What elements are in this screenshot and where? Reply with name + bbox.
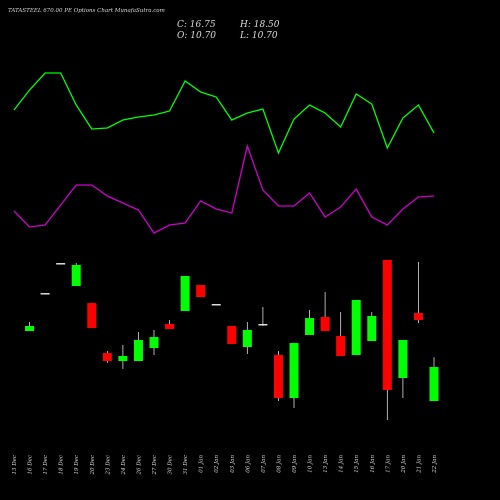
x-tick-label: 17 Jan <box>385 455 391 473</box>
candle-body <box>56 263 66 265</box>
x-tick-label: 02 Jan <box>214 455 220 473</box>
high-label: H: 18.50 <box>239 20 280 30</box>
x-tick-label: 22 Jan <box>432 455 438 474</box>
candle-body <box>336 336 346 357</box>
candle-body <box>25 326 35 332</box>
candle-body <box>196 285 206 298</box>
x-tick-label: 13 Jan <box>323 455 329 473</box>
candle-body <box>180 276 190 312</box>
indicator-line <box>13 72 435 155</box>
candle-body <box>71 265 81 287</box>
candle-body <box>320 317 330 332</box>
candle-body <box>305 318 315 335</box>
chart-title: TATASTEEL 670.00 PE Options Chart Munafa… <box>8 8 165 14</box>
x-tick-label: 15 Jan <box>354 455 360 473</box>
x-tick-label: 14 Jan <box>339 455 345 473</box>
x-tick-label: 03 Jan <box>230 455 236 473</box>
x-tick-label: 18 Dec <box>59 455 65 475</box>
candle-body <box>102 353 112 362</box>
candle-body <box>118 356 128 362</box>
x-tick-label: 30 Dec <box>168 455 174 475</box>
x-tick-label: 07 Jan <box>261 455 267 473</box>
candle-body <box>149 337 159 349</box>
candle-body <box>289 343 299 399</box>
x-tick-label: 24 Dec <box>121 455 127 476</box>
x-tick-label: 23 Dec <box>105 455 111 476</box>
x-tick-label: 19 Dec <box>74 455 80 475</box>
x-tick-label: 20 Dec <box>90 455 96 476</box>
candle-body <box>398 340 408 379</box>
x-tick-label: 10 Jan <box>308 455 314 473</box>
candle-body <box>382 260 392 390</box>
x-tick-label: 31 Dec <box>183 455 189 475</box>
x-tick-label: 01 Jan <box>199 455 205 473</box>
open-label: O: 10.70 <box>177 31 216 41</box>
candle-body <box>211 303 221 306</box>
candle-body <box>351 300 361 355</box>
candle-body <box>413 313 423 320</box>
x-tick-label: 16 Jan <box>370 455 376 473</box>
x-tick-label: 27 Dec <box>152 455 158 476</box>
candle-body <box>40 293 50 295</box>
x-tick-label: 06 Jan <box>245 455 251 473</box>
x-tick-label: 16 Dec <box>28 455 34 475</box>
close-label: C: 16.75 <box>177 20 216 30</box>
candle-body <box>227 326 237 344</box>
candle-body <box>273 355 283 399</box>
candle-body <box>242 330 252 348</box>
x-tick-label: 17 Dec <box>43 455 49 475</box>
candle-body <box>133 340 143 362</box>
x-tick-label: 26 Dec <box>136 455 142 476</box>
candle-body <box>258 323 268 326</box>
x-tick-label: 21 Jan <box>416 455 422 474</box>
x-tick-label: 09 Jan <box>292 455 298 473</box>
candle-body <box>165 323 175 329</box>
indicator-line <box>13 143 435 234</box>
candle-body <box>367 316 377 342</box>
x-tick-label: 13 Dec <box>12 455 18 475</box>
x-tick-label: 20 Jan <box>401 455 407 474</box>
low-label: L: 10.70 <box>239 31 278 41</box>
candle-body <box>429 367 439 402</box>
x-tick-label: 08 Jan <box>276 455 282 473</box>
candle-body <box>87 303 97 329</box>
